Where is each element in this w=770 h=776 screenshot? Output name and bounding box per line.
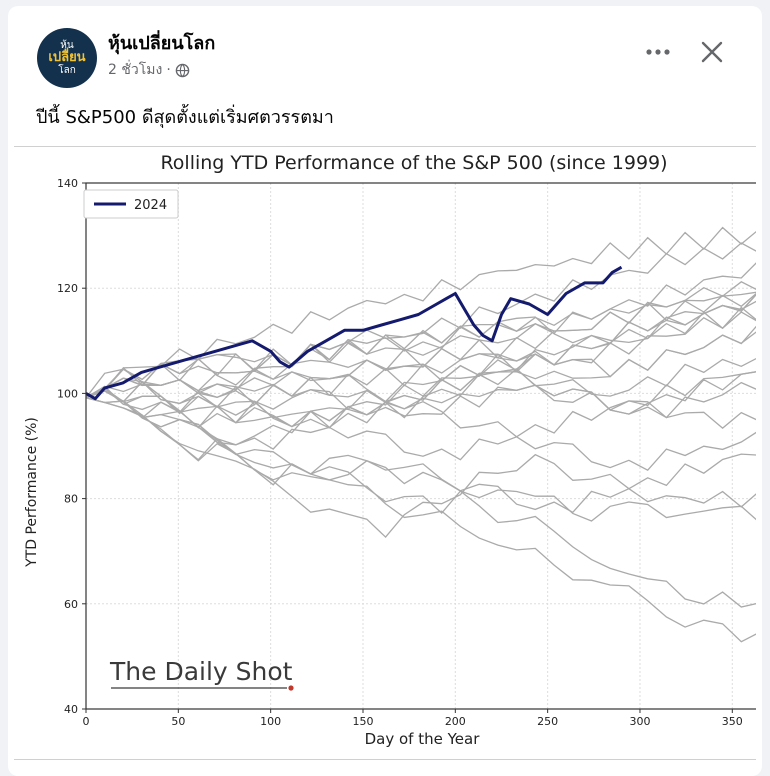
- x-tick-label: 50: [171, 715, 185, 728]
- ytd-chart: Rolling YTD Performance of the S&P 500 (…: [24, 152, 761, 748]
- avatar-text-line-1: หุ้น: [60, 40, 74, 51]
- watermark-text: The Daily Shot: [109, 657, 293, 686]
- history-series-y23: [85, 281, 761, 399]
- avatar-text-line-3: โลก: [58, 65, 76, 76]
- chart-title: Rolling YTD Performance of the S&P 500 (…: [160, 152, 667, 174]
- history-series-y16: [85, 364, 761, 419]
- chart-image[interactable]: Rolling YTD Performance of the S&P 500 (…: [14, 146, 761, 760]
- history-series-y12: [85, 390, 761, 472]
- daily-shot-watermark: The Daily Shot: [109, 657, 294, 691]
- y-tick-label: 80: [64, 493, 78, 506]
- legend-label-2024: 2024: [134, 198, 167, 213]
- close-button[interactable]: [694, 34, 730, 70]
- y-tick-label: 60: [64, 598, 78, 611]
- history-series-y14: [85, 298, 761, 461]
- more-options-button[interactable]: [640, 34, 676, 70]
- history-series-y5: [85, 397, 761, 539]
- x-tick-label: 200: [445, 715, 466, 728]
- post-text: ปีนี้ S&P500 ดีสุดตั้งแต่เริ่มศตวรรตมา: [36, 107, 334, 128]
- meta-separator: ·: [166, 62, 171, 78]
- history-series-y18: [85, 311, 761, 399]
- y-tick-label: 120: [57, 282, 78, 295]
- page-avatar[interactable]: หุ้น เปลี่ยน โลก: [37, 28, 97, 88]
- x-tick-label: 250: [537, 715, 558, 728]
- series-2024-line: [85, 265, 623, 401]
- history-series-y2: [85, 397, 761, 608]
- y-tick-label: 140: [57, 177, 78, 190]
- globe-icon[interactable]: [175, 63, 190, 78]
- x-tick-label: 150: [352, 715, 373, 728]
- more-options-icon: [646, 49, 670, 55]
- post-meta: 2 ชั่วโมง ·: [108, 59, 190, 81]
- post-timestamp[interactable]: 2 ชั่วโมง: [108, 62, 163, 78]
- x-tick-label: 100: [260, 715, 281, 728]
- y-axis-label: YTD Performance (%): [24, 417, 40, 568]
- chart-legend: 2024: [83, 189, 179, 219]
- y-tick-label: 40: [64, 703, 78, 716]
- x-tick-label: 300: [629, 715, 650, 728]
- x-tick-label: 0: [83, 715, 90, 728]
- y-tick-label: 100: [57, 387, 78, 400]
- page-name-link[interactable]: หุ้นเปลี่ยนโลก: [108, 33, 216, 54]
- history-series-y13: [85, 242, 761, 405]
- avatar-text-line-2: เปลี่ยน: [48, 50, 86, 65]
- post-card: หุ้น เปลี่ยน โลก หุ้นเปลี่ยนโลก 2 ชั่วโม…: [8, 6, 762, 776]
- history-series-y24: [85, 289, 761, 428]
- x-axis-label: Day of the Year: [365, 730, 481, 748]
- history-series-y19: [85, 384, 761, 429]
- plot-area: [86, 183, 760, 709]
- close-icon: [701, 41, 723, 63]
- x-tick-label: 350: [722, 715, 743, 728]
